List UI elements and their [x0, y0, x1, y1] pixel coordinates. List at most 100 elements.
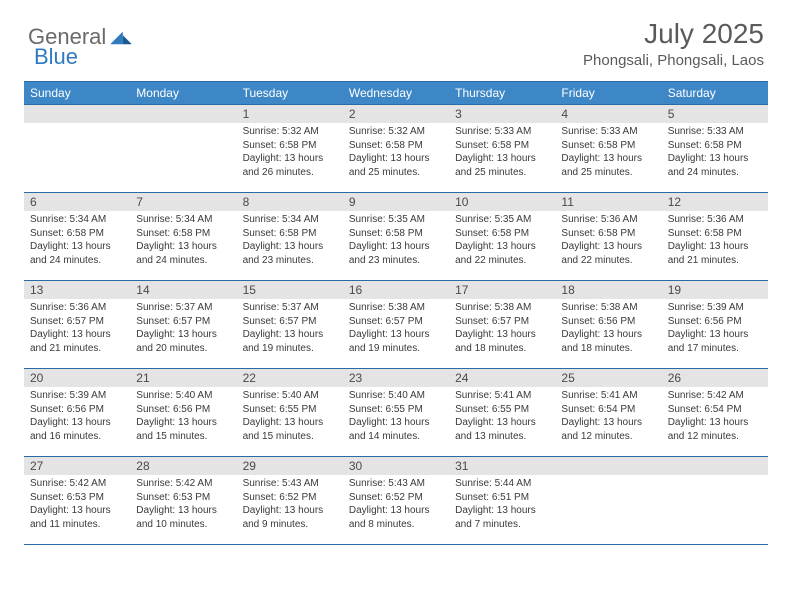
calendar-day: 24Sunrise: 5:41 AMSunset: 6:55 PMDayligh…	[449, 369, 555, 457]
day-number: 17	[449, 281, 555, 299]
day-number: 3	[449, 105, 555, 123]
calendar-day: 20Sunrise: 5:39 AMSunset: 6:56 PMDayligh…	[24, 369, 130, 457]
calendar-day: 18Sunrise: 5:38 AMSunset: 6:56 PMDayligh…	[555, 281, 661, 369]
day-number: 12	[662, 193, 768, 211]
calendar-day: 11Sunrise: 5:36 AMSunset: 6:58 PMDayligh…	[555, 193, 661, 281]
day-details: Sunrise: 5:42 AMSunset: 6:53 PMDaylight:…	[24, 475, 130, 535]
calendar-day: 15Sunrise: 5:37 AMSunset: 6:57 PMDayligh…	[237, 281, 343, 369]
calendar-day: 28Sunrise: 5:42 AMSunset: 6:53 PMDayligh…	[130, 457, 236, 545]
calendar-day: 30Sunrise: 5:43 AMSunset: 6:52 PMDayligh…	[343, 457, 449, 545]
calendar-day: 21Sunrise: 5:40 AMSunset: 6:56 PMDayligh…	[130, 369, 236, 457]
day-number: 7	[130, 193, 236, 211]
day-number: 19	[662, 281, 768, 299]
calendar-table: SundayMondayTuesdayWednesdayThursdayFrid…	[24, 81, 768, 545]
calendar-empty	[24, 105, 130, 193]
day-details: Sunrise: 5:38 AMSunset: 6:56 PMDaylight:…	[555, 299, 661, 359]
calendar-day: 4Sunrise: 5:33 AMSunset: 6:58 PMDaylight…	[555, 105, 661, 193]
day-number: 6	[24, 193, 130, 211]
day-details: Sunrise: 5:37 AMSunset: 6:57 PMDaylight:…	[130, 299, 236, 359]
calendar-day: 25Sunrise: 5:41 AMSunset: 6:54 PMDayligh…	[555, 369, 661, 457]
calendar-day: 9Sunrise: 5:35 AMSunset: 6:58 PMDaylight…	[343, 193, 449, 281]
day-number: 11	[555, 193, 661, 211]
day-details: Sunrise: 5:40 AMSunset: 6:55 PMDaylight:…	[237, 387, 343, 447]
day-details: Sunrise: 5:36 AMSunset: 6:58 PMDaylight:…	[555, 211, 661, 271]
calendar-head: SundayMondayTuesdayWednesdayThursdayFrid…	[24, 82, 768, 105]
day-details: Sunrise: 5:32 AMSunset: 6:58 PMDaylight:…	[237, 123, 343, 183]
day-number: 31	[449, 457, 555, 475]
page-title: July 2025	[583, 18, 764, 50]
day-details: Sunrise: 5:32 AMSunset: 6:58 PMDaylight:…	[343, 123, 449, 183]
daynum-empty	[555, 457, 661, 475]
calendar-body: 1Sunrise: 5:32 AMSunset: 6:58 PMDaylight…	[24, 105, 768, 545]
day-details: Sunrise: 5:33 AMSunset: 6:58 PMDaylight:…	[555, 123, 661, 183]
day-details: Sunrise: 5:34 AMSunset: 6:58 PMDaylight:…	[24, 211, 130, 271]
day-number: 4	[555, 105, 661, 123]
brand-part2: Blue	[34, 44, 78, 70]
logo-triangle-icon	[110, 28, 132, 46]
weekday-header: Tuesday	[237, 82, 343, 105]
daynum-empty	[130, 105, 236, 123]
calendar-day: 17Sunrise: 5:38 AMSunset: 6:57 PMDayligh…	[449, 281, 555, 369]
day-details: Sunrise: 5:34 AMSunset: 6:58 PMDaylight:…	[237, 211, 343, 271]
day-details: Sunrise: 5:41 AMSunset: 6:55 PMDaylight:…	[449, 387, 555, 447]
day-details: Sunrise: 5:42 AMSunset: 6:53 PMDaylight:…	[130, 475, 236, 535]
day-details: Sunrise: 5:41 AMSunset: 6:54 PMDaylight:…	[555, 387, 661, 447]
location-text: Phongsali, Phongsali, Laos	[583, 52, 764, 69]
calendar-day: 12Sunrise: 5:36 AMSunset: 6:58 PMDayligh…	[662, 193, 768, 281]
calendar-day: 8Sunrise: 5:34 AMSunset: 6:58 PMDaylight…	[237, 193, 343, 281]
calendar-empty	[130, 105, 236, 193]
day-number: 9	[343, 193, 449, 211]
day-details: Sunrise: 5:36 AMSunset: 6:57 PMDaylight:…	[24, 299, 130, 359]
day-number: 27	[24, 457, 130, 475]
calendar-day: 27Sunrise: 5:42 AMSunset: 6:53 PMDayligh…	[24, 457, 130, 545]
calendar-day: 29Sunrise: 5:43 AMSunset: 6:52 PMDayligh…	[237, 457, 343, 545]
day-number: 18	[555, 281, 661, 299]
calendar-day: 6Sunrise: 5:34 AMSunset: 6:58 PMDaylight…	[24, 193, 130, 281]
calendar-empty	[662, 457, 768, 545]
calendar-day: 23Sunrise: 5:40 AMSunset: 6:55 PMDayligh…	[343, 369, 449, 457]
day-number: 25	[555, 369, 661, 387]
day-number: 21	[130, 369, 236, 387]
day-number: 22	[237, 369, 343, 387]
day-number: 29	[237, 457, 343, 475]
calendar-day: 14Sunrise: 5:37 AMSunset: 6:57 PMDayligh…	[130, 281, 236, 369]
weekday-header: Monday	[130, 82, 236, 105]
calendar-day: 1Sunrise: 5:32 AMSunset: 6:58 PMDaylight…	[237, 105, 343, 193]
day-number: 8	[237, 193, 343, 211]
day-number: 26	[662, 369, 768, 387]
day-number: 14	[130, 281, 236, 299]
day-number: 2	[343, 105, 449, 123]
calendar-day: 16Sunrise: 5:38 AMSunset: 6:57 PMDayligh…	[343, 281, 449, 369]
header: General July 2025 Phongsali, Phongsali, …	[0, 0, 792, 73]
day-number: 15	[237, 281, 343, 299]
day-details: Sunrise: 5:44 AMSunset: 6:51 PMDaylight:…	[449, 475, 555, 535]
day-number: 24	[449, 369, 555, 387]
calendar-empty	[555, 457, 661, 545]
day-details: Sunrise: 5:37 AMSunset: 6:57 PMDaylight:…	[237, 299, 343, 359]
day-details: Sunrise: 5:43 AMSunset: 6:52 PMDaylight:…	[343, 475, 449, 535]
day-details: Sunrise: 5:35 AMSunset: 6:58 PMDaylight:…	[449, 211, 555, 271]
calendar-day: 2Sunrise: 5:32 AMSunset: 6:58 PMDaylight…	[343, 105, 449, 193]
day-details: Sunrise: 5:42 AMSunset: 6:54 PMDaylight:…	[662, 387, 768, 447]
day-number: 23	[343, 369, 449, 387]
day-details: Sunrise: 5:40 AMSunset: 6:55 PMDaylight:…	[343, 387, 449, 447]
day-number: 20	[24, 369, 130, 387]
title-block: July 2025 Phongsali, Phongsali, Laos	[583, 18, 764, 69]
weekday-header: Thursday	[449, 82, 555, 105]
day-number: 5	[662, 105, 768, 123]
day-details: Sunrise: 5:38 AMSunset: 6:57 PMDaylight:…	[449, 299, 555, 359]
calendar-day: 5Sunrise: 5:33 AMSunset: 6:58 PMDaylight…	[662, 105, 768, 193]
day-number: 30	[343, 457, 449, 475]
day-details: Sunrise: 5:38 AMSunset: 6:57 PMDaylight:…	[343, 299, 449, 359]
day-details: Sunrise: 5:35 AMSunset: 6:58 PMDaylight:…	[343, 211, 449, 271]
day-details: Sunrise: 5:43 AMSunset: 6:52 PMDaylight:…	[237, 475, 343, 535]
day-number: 28	[130, 457, 236, 475]
calendar-day: 13Sunrise: 5:36 AMSunset: 6:57 PMDayligh…	[24, 281, 130, 369]
calendar-day: 3Sunrise: 5:33 AMSunset: 6:58 PMDaylight…	[449, 105, 555, 193]
day-details: Sunrise: 5:39 AMSunset: 6:56 PMDaylight:…	[662, 299, 768, 359]
weekday-header: Wednesday	[343, 82, 449, 105]
calendar-day: 19Sunrise: 5:39 AMSunset: 6:56 PMDayligh…	[662, 281, 768, 369]
day-details: Sunrise: 5:36 AMSunset: 6:58 PMDaylight:…	[662, 211, 768, 271]
calendar-day: 26Sunrise: 5:42 AMSunset: 6:54 PMDayligh…	[662, 369, 768, 457]
calendar-day: 22Sunrise: 5:40 AMSunset: 6:55 PMDayligh…	[237, 369, 343, 457]
